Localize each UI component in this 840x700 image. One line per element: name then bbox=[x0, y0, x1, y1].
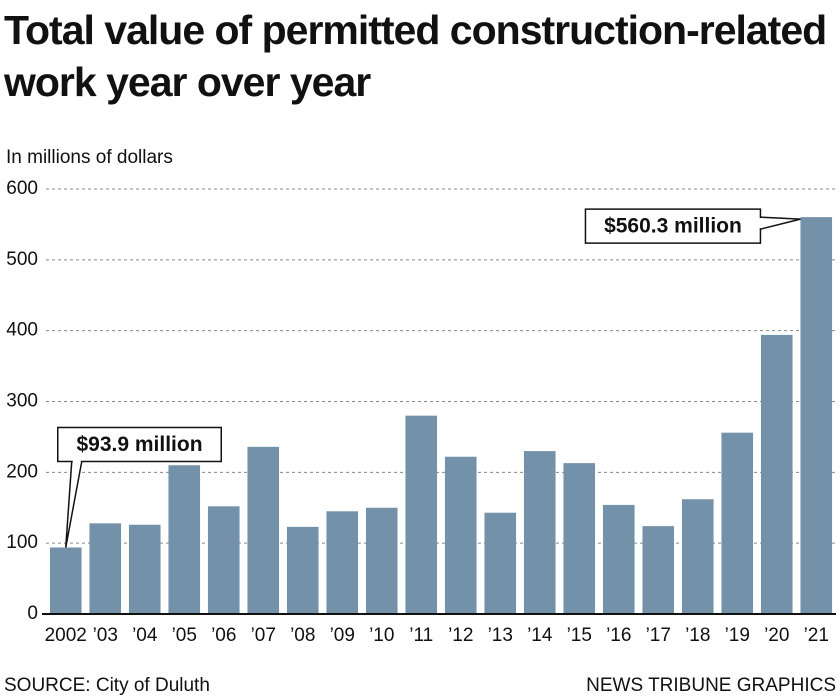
y-tick-label: 0 bbox=[27, 603, 38, 624]
x-tick-label: ’18 bbox=[685, 625, 710, 646]
value-label: $93.9 million bbox=[76, 433, 202, 456]
x-tick-label: ’06 bbox=[211, 625, 236, 646]
bar bbox=[49, 547, 82, 614]
bar bbox=[365, 507, 398, 614]
bar bbox=[168, 465, 201, 614]
bar bbox=[681, 499, 714, 614]
y-tick-label: 100 bbox=[6, 532, 38, 553]
x-tick-label: ’10 bbox=[369, 625, 394, 646]
y-tick-label: 500 bbox=[6, 249, 38, 270]
callout-pointer bbox=[65, 461, 83, 548]
x-tick-label: ’08 bbox=[290, 625, 315, 646]
x-tick-label: ’05 bbox=[172, 625, 197, 646]
value-label: $560.3 million bbox=[604, 215, 742, 238]
bar bbox=[563, 463, 596, 614]
y-tick-label: 600 bbox=[6, 178, 38, 199]
x-tick-label: ’07 bbox=[251, 625, 276, 646]
y-tick-label: 300 bbox=[6, 391, 38, 412]
x-tick-label: ’17 bbox=[646, 625, 671, 646]
bar bbox=[89, 523, 122, 614]
bar bbox=[602, 504, 635, 614]
bar bbox=[721, 432, 754, 614]
bar bbox=[484, 512, 517, 614]
x-tick-label: ’16 bbox=[606, 625, 631, 646]
y-tick-label: 200 bbox=[6, 461, 38, 482]
x-tick-label: ’09 bbox=[330, 625, 355, 646]
x-tick-label: ’19 bbox=[725, 625, 750, 646]
bar bbox=[800, 217, 833, 614]
subtitle: In millions of dollars bbox=[6, 147, 173, 168]
callout-cover bbox=[72, 459, 81, 464]
x-tick-label: ’12 bbox=[448, 625, 473, 646]
source: SOURCE: City of Duluth bbox=[4, 675, 210, 696]
x-tick-label: 2002 bbox=[45, 625, 87, 646]
x-tick-label: ’03 bbox=[93, 625, 118, 646]
chart-title: Total value of permitted construction-re… bbox=[4, 7, 827, 105]
callout-cover bbox=[758, 218, 763, 229]
bar bbox=[523, 451, 556, 614]
x-tick-label: ’21 bbox=[804, 625, 829, 646]
x-tick-label: ’04 bbox=[132, 625, 158, 646]
bar bbox=[642, 526, 675, 614]
callout-pointer bbox=[760, 216, 801, 230]
callout-box bbox=[57, 426, 222, 463]
bar bbox=[405, 415, 438, 614]
bar bbox=[760, 334, 793, 614]
x-tick-label: ’15 bbox=[567, 625, 592, 646]
bar bbox=[247, 446, 280, 614]
bar bbox=[207, 506, 240, 614]
x-tick-label: ’11 bbox=[409, 625, 433, 646]
credit: NEWS TRIBUNE GRAPHICS bbox=[586, 675, 836, 696]
x-tick-label: ’14 bbox=[527, 625, 553, 646]
x-tick-label: ’13 bbox=[488, 625, 513, 646]
bar bbox=[286, 526, 319, 614]
x-tick-label: ’20 bbox=[764, 625, 789, 646]
y-tick-label: 400 bbox=[6, 320, 38, 341]
bar bbox=[444, 456, 477, 614]
bar bbox=[128, 524, 161, 614]
callout-box bbox=[584, 208, 762, 244]
bar bbox=[326, 511, 359, 614]
